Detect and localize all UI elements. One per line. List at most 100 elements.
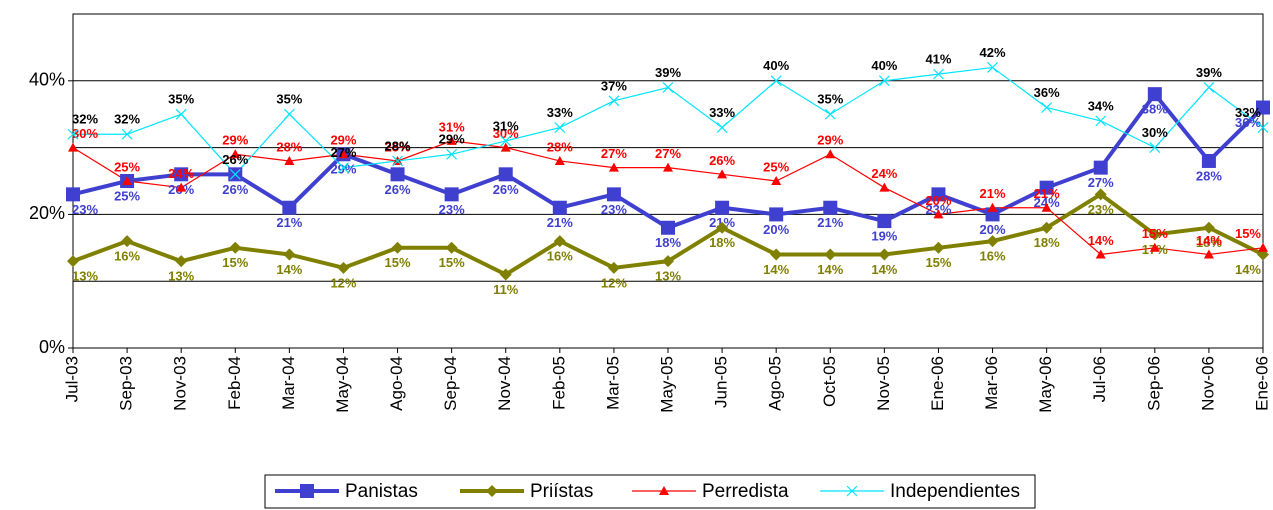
marker xyxy=(66,187,80,202)
value-label: 27% xyxy=(330,145,356,160)
y-tick-label: 0% xyxy=(39,337,65,357)
value-label: 14% xyxy=(1088,233,1114,248)
value-label: 35% xyxy=(168,92,194,107)
value-label: 12% xyxy=(330,275,356,290)
value-label: 13% xyxy=(655,269,681,284)
marker xyxy=(282,200,297,215)
marker xyxy=(283,248,296,261)
marker xyxy=(715,200,730,215)
marker xyxy=(499,268,512,281)
x-tick-label: Jun-05 xyxy=(712,356,731,408)
x-tick-label: Ago-04 xyxy=(387,356,406,411)
marker xyxy=(1149,242,1160,252)
x-tick-label: Ene-06 xyxy=(928,356,947,411)
marker xyxy=(846,485,858,497)
x-tick-label: May-06 xyxy=(1036,356,1055,413)
value-label: 36% xyxy=(1034,85,1060,100)
marker xyxy=(661,220,675,235)
value-label: 33% xyxy=(709,105,735,120)
value-label: 18% xyxy=(655,235,681,250)
x-tick-label: Mar-06 xyxy=(982,356,1001,410)
value-label: 20% xyxy=(980,222,1006,237)
value-label: 35% xyxy=(276,92,302,107)
marker xyxy=(1094,188,1107,201)
value-label: 32% xyxy=(72,112,98,127)
marker xyxy=(825,149,836,159)
value-label: 32% xyxy=(114,112,140,127)
marker xyxy=(284,155,295,165)
x-tick-label: Sep-06 xyxy=(1144,356,1163,411)
legend-label: Priístas xyxy=(530,481,593,502)
marker xyxy=(391,241,404,254)
marker xyxy=(446,148,458,160)
marker xyxy=(68,142,78,152)
marker xyxy=(1203,82,1215,93)
x-tick-label: May-05 xyxy=(657,356,676,413)
y-tick-label: 40% xyxy=(29,70,65,90)
x-tick-label: Nov-03 xyxy=(171,356,190,411)
value-label: 41% xyxy=(925,52,951,67)
x-tick-label: Mar-05 xyxy=(603,356,622,410)
marker xyxy=(987,202,998,212)
value-label: 29% xyxy=(222,133,248,148)
marker xyxy=(716,122,728,133)
legend-label: Panistas xyxy=(345,481,418,502)
marker xyxy=(933,68,944,80)
marker xyxy=(338,149,349,159)
x-tick-label: Nov-06 xyxy=(1198,356,1217,411)
marker xyxy=(1202,221,1215,234)
value-label: 23% xyxy=(601,202,627,217)
marker xyxy=(444,187,459,202)
x-tick-label: Sep-03 xyxy=(117,356,136,411)
marker xyxy=(824,248,837,261)
value-label: 21% xyxy=(276,215,302,230)
value-label: 42% xyxy=(980,45,1006,60)
x-tick-label: Ago-05 xyxy=(766,356,785,411)
value-label: 14% xyxy=(763,262,789,277)
marker xyxy=(716,221,729,234)
marker xyxy=(770,248,783,261)
x-tick-label: Feb-04 xyxy=(225,356,244,410)
value-label: 31% xyxy=(439,119,465,134)
marker xyxy=(933,209,944,219)
marker xyxy=(1147,87,1162,102)
value-label: 26% xyxy=(385,182,411,197)
value-label: 14% xyxy=(1196,233,1222,248)
value-label: 15% xyxy=(1142,226,1168,241)
value-label: 20% xyxy=(925,193,951,208)
value-label: 26% xyxy=(222,182,248,197)
marker xyxy=(1258,242,1268,252)
value-label: 14% xyxy=(871,262,897,277)
value-label: 26% xyxy=(709,153,735,168)
value-label: 35% xyxy=(817,92,843,107)
value-label: 25% xyxy=(763,159,789,174)
value-label: 38% xyxy=(1142,102,1168,117)
value-label: 14% xyxy=(817,262,843,277)
marker xyxy=(500,135,512,147)
marker xyxy=(608,95,620,107)
value-label: 29% xyxy=(439,132,465,147)
marker xyxy=(659,486,669,495)
value-label: 24% xyxy=(871,166,897,181)
marker xyxy=(1095,249,1106,259)
value-label: 34% xyxy=(1088,98,1114,113)
value-label: 12% xyxy=(601,275,627,290)
marker xyxy=(608,162,619,172)
value-label: 29% xyxy=(330,133,356,148)
marker xyxy=(1041,202,1052,212)
marker xyxy=(1149,142,1161,154)
marker xyxy=(230,149,241,159)
marker xyxy=(1040,221,1053,234)
x-tick-label: Sep-04 xyxy=(441,356,460,411)
marker xyxy=(771,176,782,185)
value-label: 23% xyxy=(439,202,465,217)
marker xyxy=(606,187,621,202)
marker xyxy=(663,162,673,172)
value-label: 23% xyxy=(1088,202,1114,217)
value-label: 25% xyxy=(114,159,140,174)
value-label: 36% xyxy=(1235,115,1261,130)
marker xyxy=(338,162,349,174)
marker xyxy=(769,207,784,222)
value-label: 27% xyxy=(1088,175,1114,190)
marker xyxy=(67,255,79,268)
